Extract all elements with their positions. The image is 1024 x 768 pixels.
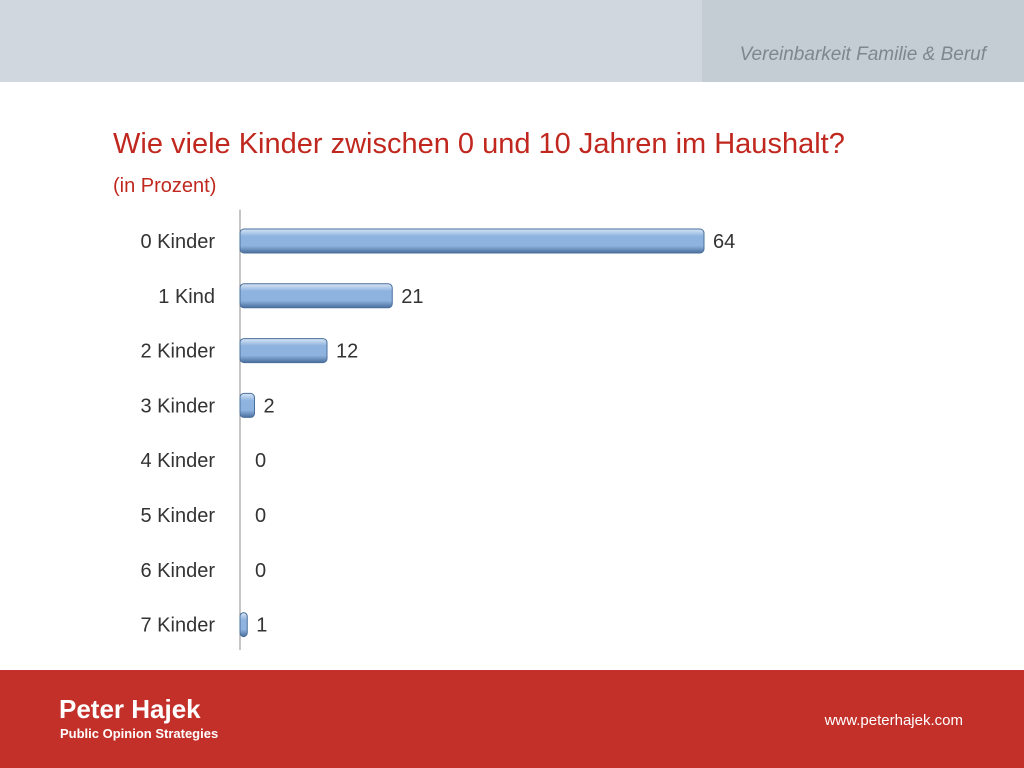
value-label: 21 bbox=[401, 286, 423, 308]
value-label: 64 bbox=[713, 231, 735, 253]
bar bbox=[239, 338, 328, 364]
value-label: 1 bbox=[256, 615, 267, 637]
bar bbox=[239, 392, 255, 418]
value-label: 2 bbox=[264, 395, 275, 417]
value-label: 12 bbox=[336, 341, 358, 363]
category-label: 1 Kind bbox=[158, 286, 215, 308]
header-band-accent bbox=[702, 0, 1024, 82]
header-tag: Vereinbarkeit Familie & Beruf bbox=[739, 44, 986, 65]
category-label: 3 Kinder bbox=[141, 395, 216, 417]
bar bbox=[239, 228, 705, 254]
value-label: 0 bbox=[255, 450, 266, 472]
chart-subtitle: (in Prozent) bbox=[113, 175, 217, 197]
category-label: 6 Kinder bbox=[141, 560, 216, 582]
brand-subtitle: Public Opinion Strategies bbox=[60, 726, 219, 741]
bar bbox=[239, 612, 248, 638]
value-label: 0 bbox=[255, 560, 266, 582]
footer: Peter Hajek Public Opinion Strategies ww… bbox=[0, 670, 1024, 768]
bar bbox=[239, 283, 393, 309]
brand-name: Peter Hajek bbox=[59, 694, 201, 724]
category-label: 2 Kinder bbox=[141, 341, 216, 363]
category-label: 0 Kinder bbox=[141, 231, 216, 253]
category-label: 7 Kinder bbox=[141, 615, 216, 637]
category-label: 5 Kinder bbox=[141, 505, 216, 527]
footer-url[interactable]: www.peterhajek.com bbox=[824, 712, 963, 729]
value-label: 0 bbox=[255, 505, 266, 527]
category-label: 4 Kinder bbox=[141, 450, 216, 472]
chart-title: Wie viele Kinder zwischen 0 und 10 Jahre… bbox=[113, 128, 845, 160]
